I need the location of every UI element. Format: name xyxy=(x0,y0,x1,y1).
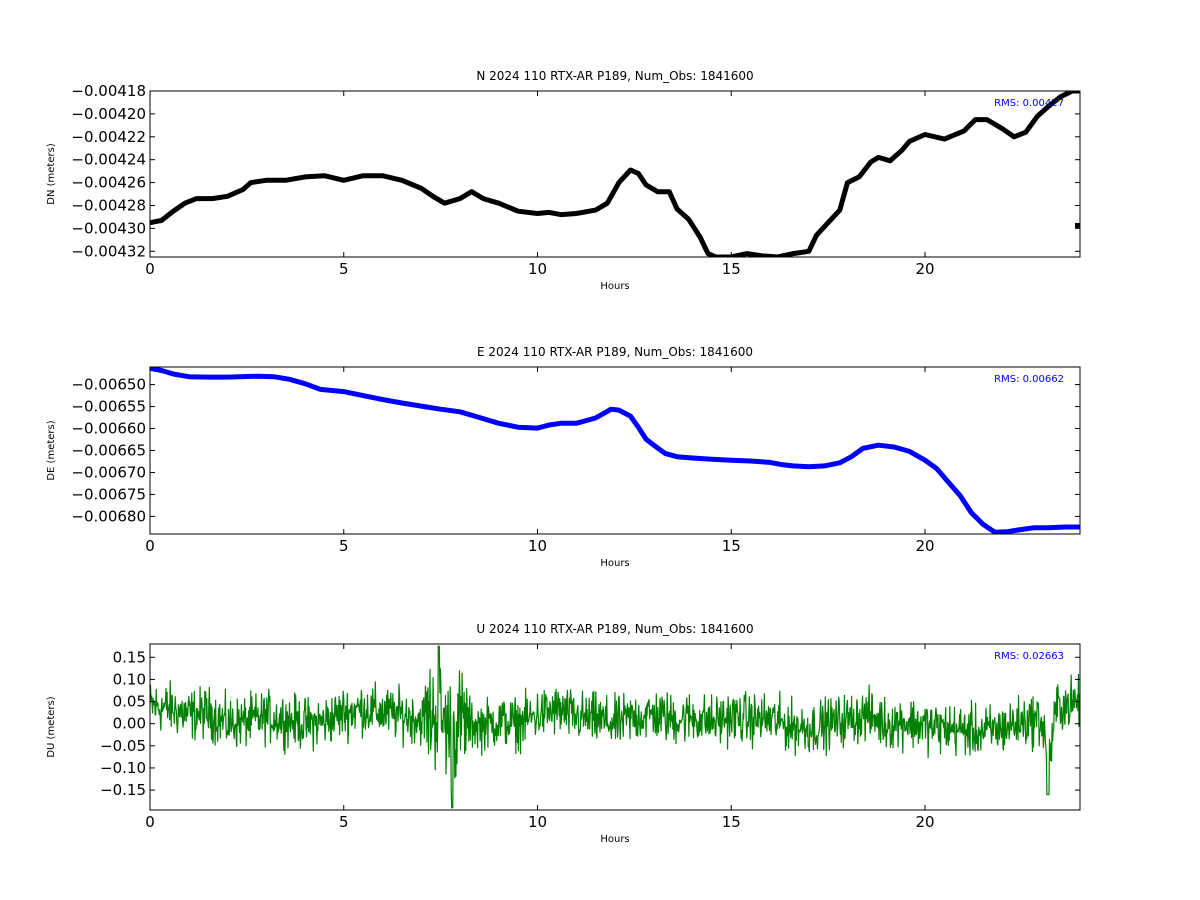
x-tick-label: 0 xyxy=(145,813,155,831)
y-tick-label: −0.05 xyxy=(100,737,146,755)
y-tick-label: −0.00418 xyxy=(71,82,146,100)
panel-n: 0 5 10 15 20 −0.00418 −0.00420 −0.00422 −0.00424… xyxy=(46,69,1081,292)
y-axis-label: DE (meters) xyxy=(46,420,57,480)
chart-title: U 2024 110 RTX-AR P189, Num_Obs: 1841600 xyxy=(476,622,753,636)
y-tick-label: 0.10 xyxy=(113,670,146,688)
y-tick-label: −0.15 xyxy=(100,781,146,799)
x-axis-label: Hours xyxy=(600,558,629,569)
chart-title: E 2024 110 RTX-AR P189, Num_Obs: 1841600 xyxy=(477,345,753,359)
x-tick-label: 15 xyxy=(722,260,741,278)
y-tick-label: −0.00655 xyxy=(71,398,146,416)
x-tick-label: 5 xyxy=(339,813,349,831)
x-axis-label: Hours xyxy=(600,281,629,292)
x-tick-label: 20 xyxy=(915,813,934,831)
y-tick-label: −0.00422 xyxy=(71,128,146,146)
y-tick-label: 0.05 xyxy=(113,693,146,711)
y-tick-label: −0.00420 xyxy=(71,105,146,123)
y-tick-label: −0.00430 xyxy=(71,219,146,237)
axes-frame xyxy=(149,366,1081,535)
data-point xyxy=(1075,222,1080,228)
panel-u: 0 5 10 15 20 0.15 0.10 0.05 0.00 −0.05 −0.10 −0.15 U… xyxy=(46,622,1081,845)
y-tick-label: −0.00432 xyxy=(71,242,146,260)
y-tick-label: −0.00670 xyxy=(71,463,146,481)
x-tick-label: 10 xyxy=(528,813,547,831)
series-line xyxy=(150,645,1080,809)
y-tick-label: −0.00675 xyxy=(71,485,146,503)
x-tick-label: 10 xyxy=(528,537,547,555)
y-tick-label: −0.00660 xyxy=(71,420,146,438)
y-tick-label: −0.00680 xyxy=(71,507,146,525)
x-tick-label: 20 xyxy=(915,260,934,278)
y-tick-label: −0.00426 xyxy=(71,174,146,192)
x-tick-label: 20 xyxy=(915,537,934,555)
panel-e: 0 5 10 15 20 −0.00650 −0.00655 −0.00660 −0.00665… xyxy=(46,345,1081,569)
y-tick-label: −0.00665 xyxy=(71,442,146,460)
x-tick-label: 15 xyxy=(722,813,741,831)
x-tick-label: 5 xyxy=(339,537,349,555)
y-tick-label: 0.15 xyxy=(113,648,146,666)
y-tick-label: −0.10 xyxy=(100,759,146,777)
y-tick-label: 0.00 xyxy=(113,715,146,733)
y-axis-label: DU (meters) xyxy=(46,696,57,757)
y-tick-label: −0.00424 xyxy=(71,151,146,169)
x-tick-label: 0 xyxy=(145,537,155,555)
axes-frame xyxy=(149,90,1081,258)
y-tick-label: −0.00650 xyxy=(71,376,146,394)
rms-annotation: RMS: 0.02663 xyxy=(994,651,1064,662)
x-axis-label: Hours xyxy=(600,834,629,845)
series-line xyxy=(150,91,1080,257)
rms-annotation: RMS: 0.00427 xyxy=(994,98,1064,109)
rms-annotation: RMS: 0.00662 xyxy=(994,374,1064,385)
x-tick-label: 10 xyxy=(528,260,547,278)
y-axis-label: DN (meters) xyxy=(46,143,57,205)
chart-title: N 2024 110 RTX-AR P189, Num_Obs: 1841600 xyxy=(476,69,753,83)
axes-frame xyxy=(149,643,1081,811)
y-tick-label: −0.00428 xyxy=(71,196,146,214)
series-line xyxy=(150,367,1080,534)
x-tick-label: 15 xyxy=(722,537,741,555)
x-tick-label: 5 xyxy=(339,260,349,278)
x-tick-label: 0 xyxy=(145,260,155,278)
